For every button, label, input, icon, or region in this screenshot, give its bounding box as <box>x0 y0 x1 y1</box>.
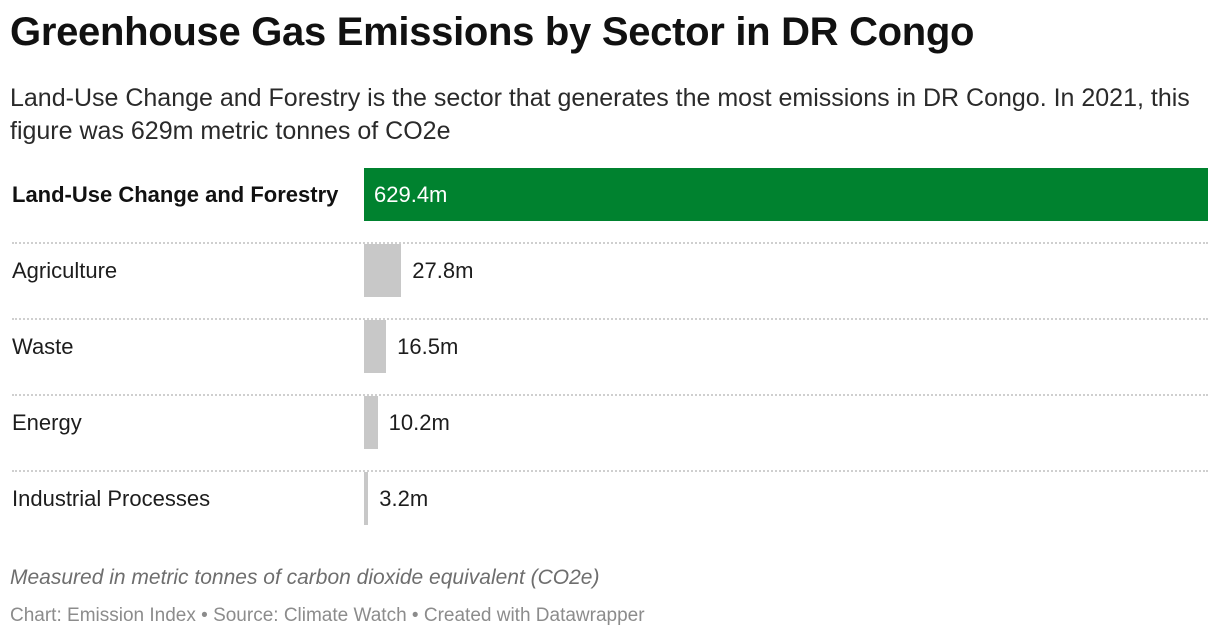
bar <box>364 168 1208 221</box>
category-label: Energy <box>12 410 82 435</box>
category-label: Industrial Processes <box>12 486 211 511</box>
bar-row: Industrial Processes 3.2m <box>10 472 1208 548</box>
bar <box>364 396 378 449</box>
chart-footer: Chart: Emission Index • Source: Climate … <box>10 605 645 626</box>
bar <box>364 472 369 525</box>
chart-note: Measured in metric tonnes of carbon diox… <box>10 566 600 589</box>
bar-row: Energy 10.2m <box>10 396 1208 472</box>
bar-row: Agriculture 27.8m <box>10 244 1208 320</box>
chart-title: Greenhouse Gas Emissions by Sector in DR… <box>10 10 975 54</box>
category-label: Waste <box>12 334 74 359</box>
bar-row: Waste 16.5m <box>10 320 1208 396</box>
bar-row: Land-Use Change and Forestry 629.4m <box>10 168 1208 244</box>
value-label: 3.2m <box>379 486 429 511</box>
value-label: 10.2m <box>388 410 450 435</box>
value-label: 629.4m <box>374 182 448 207</box>
bar <box>364 244 402 297</box>
bar <box>364 320 387 373</box>
value-label: 16.5m <box>397 334 459 359</box>
category-label: Land-Use Change and Forestry <box>12 182 339 207</box>
chart-subtitle: Land-Use Change and Forestry is the sect… <box>10 84 1190 145</box>
value-label: 27.8m <box>412 258 474 283</box>
bar-chart: Land-Use Change and Forestry 629.4m Agricu… <box>10 168 1208 528</box>
category-label: Agriculture <box>12 258 118 283</box>
